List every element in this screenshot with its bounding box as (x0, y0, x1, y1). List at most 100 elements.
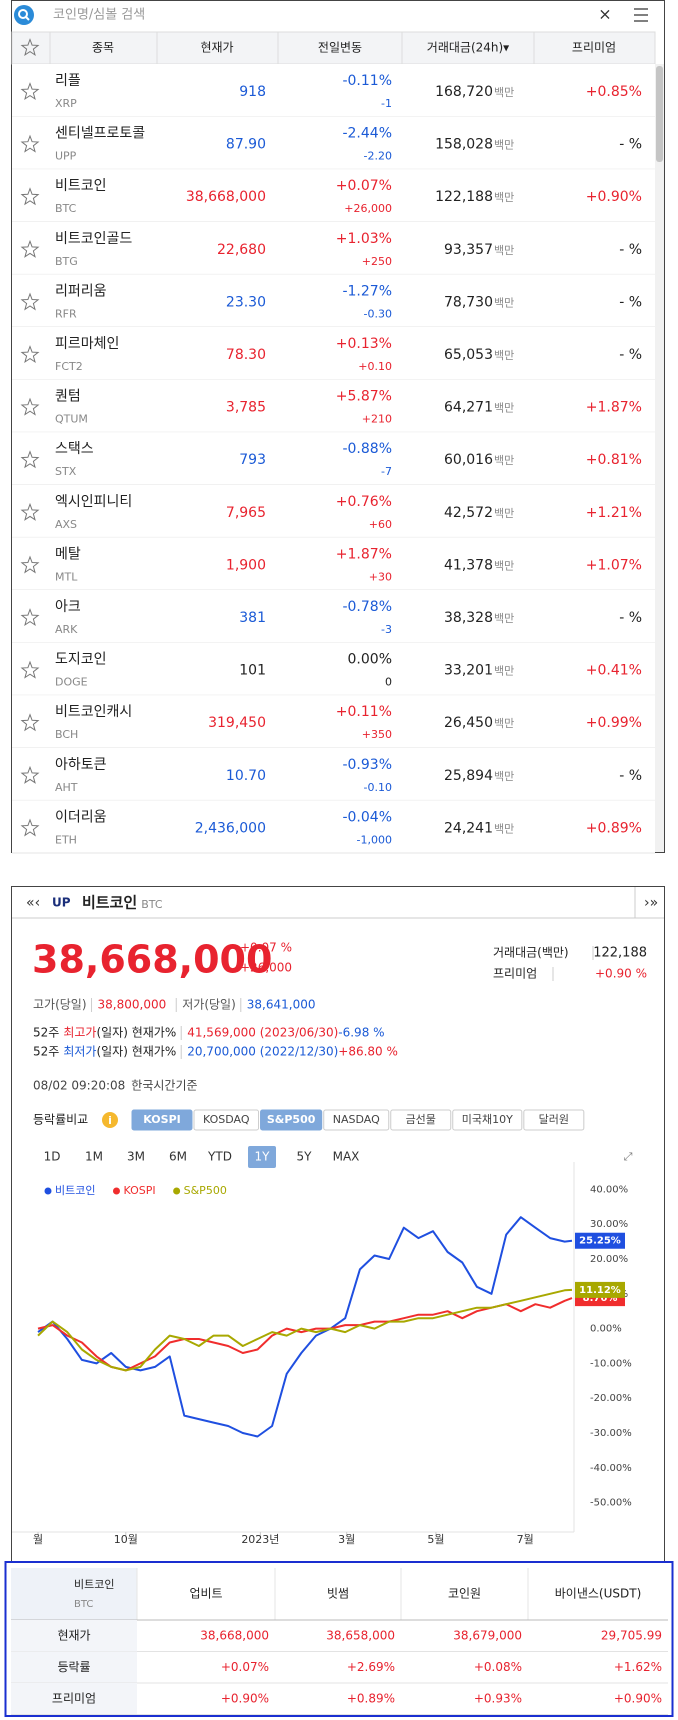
period-button[interactable]: 1Y (255, 1150, 271, 1164)
coin-symbol: BCH (55, 728, 78, 741)
premium: +1.21% (586, 505, 642, 521)
premium: +1.87% (586, 400, 642, 416)
coin-name: 이더리움 (55, 809, 107, 825)
current-price: 38,668,000 (186, 189, 266, 205)
search-bar[interactable] (12, 1, 664, 31)
scrollbar-thumb[interactable] (656, 66, 663, 162)
compare-button-label[interactable]: 달러원 (539, 1113, 569, 1126)
coin-row[interactable] (12, 116, 655, 170)
legend-marker[interactable] (112, 1187, 120, 1195)
compare-button-label[interactable]: 금선물 (406, 1113, 436, 1126)
favorite-star[interactable] (20, 713, 40, 732)
coin-row[interactable] (12, 327, 655, 380)
favorite-star[interactable] (20, 502, 40, 521)
change-amount: 0 (385, 676, 392, 689)
compare-button[interactable] (131, 1109, 193, 1131)
period-button[interactable]: 1M (85, 1150, 103, 1164)
y-tick-label: -40.00% (590, 1463, 632, 1474)
comparison-label-cell (11, 1683, 137, 1715)
volume-unit: 백만 (494, 349, 514, 362)
period-button[interactable]: MAX (333, 1150, 360, 1164)
coin-row[interactable] (12, 274, 655, 327)
column-header[interactable]: 현재가 (200, 41, 233, 55)
end-value-label: 11.12% (579, 1285, 621, 1296)
favorite-star[interactable] (20, 38, 40, 57)
coin-row[interactable] (12, 432, 655, 485)
favorite-star[interactable] (20, 608, 40, 627)
compare-button[interactable] (193, 1109, 260, 1131)
clear-button[interactable]: × (598, 5, 611, 24)
x-tick-label: 5월 (427, 1533, 444, 1546)
coin-symbol: DOGE (55, 676, 88, 689)
current-price: 918 (239, 84, 266, 100)
favorite-star[interactable] (20, 187, 40, 206)
coin-row[interactable] (12, 379, 655, 433)
next-button[interactable]: ›» (644, 895, 658, 911)
current-price: 381 (239, 610, 266, 626)
favorite-star[interactable] (20, 82, 40, 101)
favorite-star[interactable] (20, 292, 40, 311)
search-placeholder[interactable]: 코인명/심볼 검색 (53, 8, 145, 23)
search-icon[interactable] (14, 5, 34, 25)
coin-row[interactable] (12, 221, 655, 275)
coin-row[interactable] (12, 747, 655, 801)
change-amount: +250 (362, 255, 392, 268)
period-button[interactable]: 5Y (297, 1150, 313, 1164)
coin-row[interactable] (12, 484, 655, 538)
compare-button[interactable] (523, 1109, 585, 1131)
compare-button-label[interactable]: KOSDAQ (203, 1113, 250, 1126)
coin-row[interactable] (12, 695, 655, 748)
favorite-star[interactable] (20, 397, 40, 416)
compare-button[interactable] (323, 1109, 390, 1131)
column-header[interactable]: 프리미엄 (572, 41, 616, 55)
column-header[interactable]: 거래대금(24h)▾ (427, 41, 509, 55)
favorite-star[interactable] (20, 555, 40, 574)
volume-unit: 백만 (494, 559, 514, 572)
coin-row[interactable] (12, 64, 655, 117)
info-icon[interactable] (102, 1112, 118, 1128)
row-label: 현재가 (57, 1629, 90, 1643)
y-tick-label: -10.00% (590, 1358, 632, 1369)
coin-row[interactable] (12, 169, 655, 222)
compare-button-label[interactable]: KOSPI (143, 1113, 180, 1126)
coin-row[interactable] (12, 537, 655, 590)
legend-label[interactable]: KOSPI (123, 1184, 155, 1197)
favorite-star[interactable] (20, 239, 40, 258)
favorite-star[interactable] (20, 660, 40, 679)
column-header[interactable]: 전일변동 (318, 41, 362, 55)
compare-button[interactable] (452, 1109, 523, 1131)
favorite-star[interactable] (20, 450, 40, 469)
compare-button-label[interactable]: NASDAQ (333, 1113, 380, 1126)
coin-row[interactable] (12, 800, 655, 853)
legend-marker[interactable] (173, 1187, 181, 1195)
compare-button-label[interactable]: 미국채10Y (462, 1113, 513, 1126)
current-price: 2,436,000 (195, 820, 266, 836)
filter-button[interactable] (634, 8, 648, 22)
premium: +0.90% (586, 189, 642, 205)
period-button[interactable]: 3M (127, 1150, 145, 1164)
favorite-star[interactable] (20, 818, 40, 837)
favorite-star[interactable] (20, 345, 40, 364)
favorite-star[interactable] (20, 134, 40, 153)
compare-button-label[interactable]: S&P500 (267, 1113, 316, 1126)
search-icon-handle (25, 16, 30, 21)
expand-icon[interactable]: ⤢ (624, 1150, 633, 1163)
compare-button[interactable] (260, 1109, 323, 1131)
trade-volume: 168,720 (435, 84, 493, 100)
period-button[interactable]: 1D (44, 1150, 61, 1164)
column-header[interactable]: 종목 (92, 41, 114, 55)
legend-label[interactable]: 비트코인 (55, 1184, 95, 1197)
prev-button[interactable]: «‹ (26, 895, 40, 911)
coin-row[interactable] (12, 642, 655, 696)
legend-marker[interactable] (44, 1187, 52, 1195)
coin-row[interactable] (12, 590, 655, 643)
period-button[interactable]: 6M (169, 1150, 187, 1164)
volume-unit: 백만 (494, 402, 514, 415)
change-amount: -1,000 (357, 833, 392, 846)
favorite-star[interactable] (20, 765, 40, 784)
legend-label[interactable]: S&P500 (184, 1184, 227, 1197)
compare-button[interactable] (390, 1109, 452, 1131)
current-price: 1,900 (226, 557, 266, 573)
period-button[interactable]: YTD (207, 1150, 232, 1164)
